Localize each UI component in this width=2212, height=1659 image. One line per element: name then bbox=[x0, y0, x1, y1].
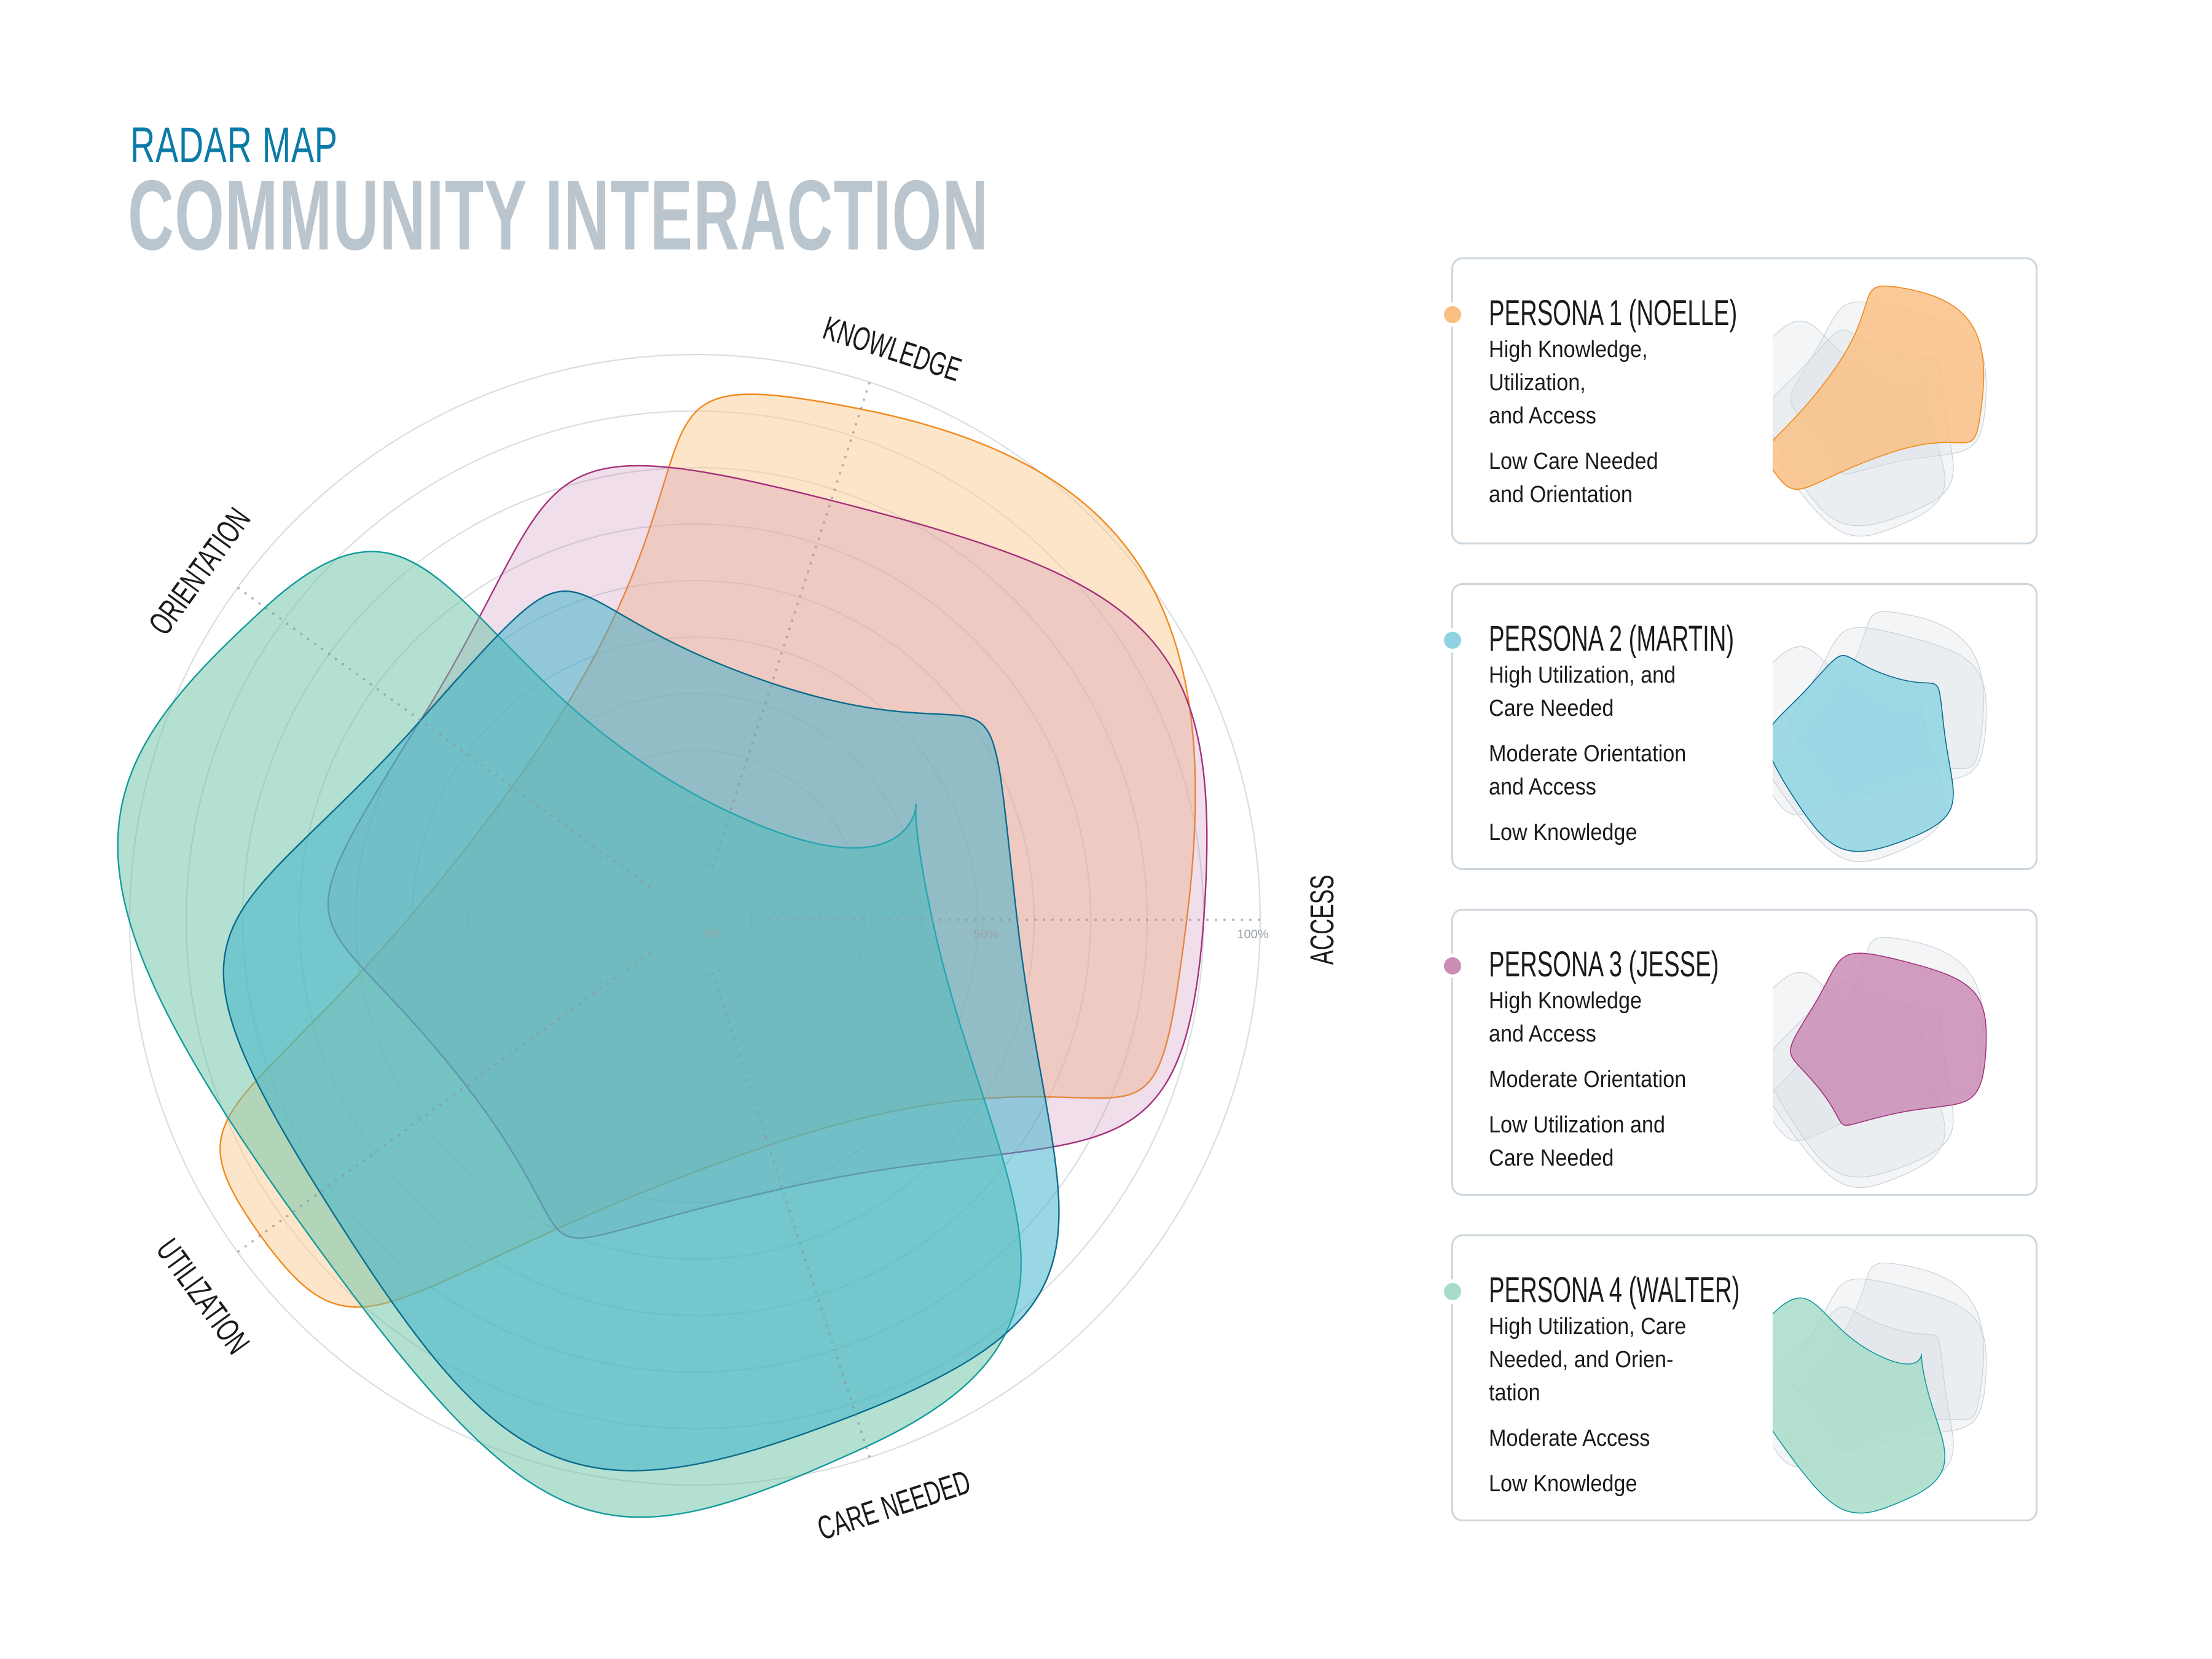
axis-label-access: ACCESS bbox=[1304, 875, 1341, 965]
legend-color-dot-icon bbox=[1444, 957, 1461, 975]
axis-label-orientation: ORIENTATION bbox=[141, 501, 257, 641]
description-group: High Knowledge, Utilization, and Access bbox=[1489, 333, 1784, 433]
description-group: Moderate Access bbox=[1489, 1422, 1784, 1455]
mini-radar-icon bbox=[1773, 1262, 1987, 1514]
chart-subtitle: RADAR MAP bbox=[130, 117, 338, 173]
radar-spokes bbox=[236, 381, 1261, 1459]
description-line: Moderate Access bbox=[1489, 1426, 1650, 1451]
axis-label-knowledge: KNOWLEDGE bbox=[819, 309, 966, 388]
legend-card-title: PERSONA 4 (WALTER) bbox=[1489, 1270, 1740, 1310]
description-group: Low Utilization and Care Needed bbox=[1489, 1108, 1784, 1175]
description-line: and Access bbox=[1489, 403, 1596, 429]
legend-color-dot-icon bbox=[1444, 1283, 1461, 1300]
legend-card-persona-2[interactable]: PERSONA 2 (MARTIN) High Utilization, and C… bbox=[1444, 583, 2037, 870]
description-line: Care Needed bbox=[1489, 696, 1614, 721]
description-group: High Utilization, and Care Needed bbox=[1489, 659, 1784, 725]
tick-label: 100% bbox=[1237, 928, 1268, 941]
description-group: Low Knowledge bbox=[1489, 816, 1784, 849]
description-line: Low Knowledge bbox=[1489, 820, 1637, 845]
legend-card-description: High Knowledge and Access Moderate Orienta… bbox=[1489, 984, 1784, 1187]
description-line: Low Care Needed bbox=[1489, 449, 1658, 474]
description-group: High Knowledge and Access bbox=[1489, 984, 1784, 1051]
radar-series bbox=[117, 393, 1208, 1518]
legend-card-persona-3[interactable]: PERSONA 3 (JESSE) High Knowledge and Acces… bbox=[1444, 909, 2037, 1196]
chart-title: COMMUNITY INTERACTION bbox=[128, 160, 989, 271]
description-group: Low Care Needed and Orientation bbox=[1489, 445, 1784, 511]
description-line: Utilization, bbox=[1489, 370, 1586, 396]
description-line: Moderate Orientation bbox=[1489, 1067, 1687, 1092]
description-line: Low Utilization and bbox=[1489, 1112, 1666, 1138]
series-shape-persona-2-martin[interactable] bbox=[222, 590, 1060, 1472]
mini-radar-icon bbox=[1773, 936, 1987, 1188]
tick-label: 0% bbox=[705, 928, 723, 941]
legend-card-description: High Utilization, Care Needed, and Orien-… bbox=[1489, 1310, 1784, 1513]
mini-radar-icon bbox=[1773, 285, 1987, 537]
description-line: High Utilization, Care bbox=[1489, 1314, 1687, 1339]
legend-color-dot-icon bbox=[1444, 632, 1461, 649]
description-line: High Utilization, and bbox=[1489, 662, 1676, 688]
mini-radar-highlight bbox=[1773, 655, 1954, 852]
axis-spoke bbox=[711, 972, 871, 1459]
mini-radar-highlight bbox=[1773, 285, 1985, 490]
description-line: Moderate Orientation bbox=[1489, 741, 1687, 767]
legend-card-persona-1[interactable]: PERSONA 1 (NOELLE) High Knowledge, Utiliza… bbox=[1444, 257, 2037, 544]
legend-color-dot-icon bbox=[1444, 306, 1461, 323]
radar-tick-labels: 0% 50% 100% bbox=[705, 928, 1269, 941]
description-line: and Orientation bbox=[1489, 482, 1633, 508]
description-group: Moderate Orientation and Access bbox=[1489, 737, 1784, 804]
tick-label: 50% bbox=[974, 928, 998, 941]
legend-card-title: PERSONA 3 (JESSE) bbox=[1489, 944, 1719, 984]
legend-card-persona-4[interactable]: PERSONA 4 (WALTER) High Utilization, Care… bbox=[1444, 1234, 2037, 1521]
description-line: Care Needed bbox=[1489, 1145, 1614, 1171]
legend-card-description: High Knowledge, Utilization, and Access Low… bbox=[1489, 333, 1784, 524]
mini-radar-highlight bbox=[1773, 1297, 1945, 1514]
axis-spoke bbox=[236, 952, 651, 1253]
axis-label-care-needed: CARE NEEDED bbox=[813, 1463, 975, 1547]
axis-label-utilization: UTILIZATION bbox=[149, 1232, 257, 1360]
description-line: High Knowledge, bbox=[1489, 337, 1648, 363]
description-line: tation bbox=[1489, 1380, 1540, 1406]
legend-card-description: High Utilization, and Care Needed Moderate… bbox=[1489, 659, 1784, 861]
description-line: High Knowledge bbox=[1489, 988, 1642, 1014]
description-group: Moderate Orientation bbox=[1489, 1063, 1784, 1096]
legend-card-title: PERSONA 1 (NOELLE) bbox=[1489, 293, 1738, 333]
axis-spoke bbox=[711, 381, 871, 868]
description-line: Low Knowledge bbox=[1489, 1471, 1637, 1497]
description-line: Needed, and Orien- bbox=[1489, 1347, 1674, 1373]
mini-radar-highlight bbox=[1790, 952, 1987, 1126]
legend-card-title: PERSONA 2 (MARTIN) bbox=[1489, 619, 1735, 659]
description-group: High Utilization, Care Needed, and Orien-… bbox=[1489, 1310, 1784, 1410]
description-line: and Access bbox=[1489, 1021, 1596, 1047]
description-group: Low Knowledge bbox=[1489, 1467, 1784, 1500]
mini-radar-icon bbox=[1773, 611, 1987, 863]
axis-spoke bbox=[236, 586, 651, 888]
description-line: and Access bbox=[1489, 774, 1596, 800]
